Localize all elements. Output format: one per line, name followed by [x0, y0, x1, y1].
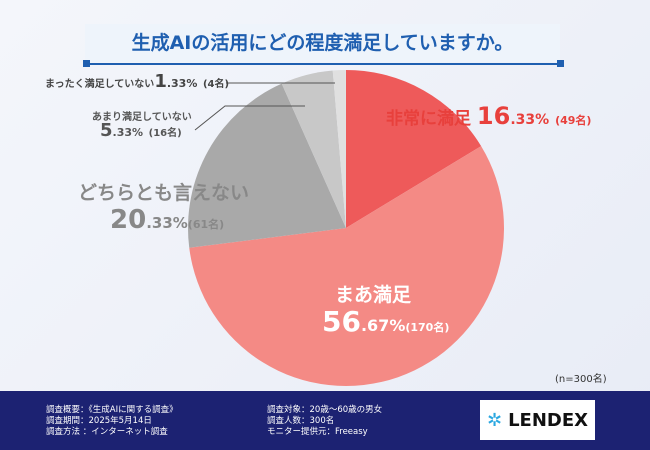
underline-dot [83, 60, 90, 67]
pie-slice-4 [332, 70, 346, 228]
label-s1-name: まあ満足 [335, 284, 412, 306]
label-s2: 20.33%(61名) [110, 205, 225, 235]
pie-slice-2 [188, 83, 346, 248]
underline-dot [557, 60, 564, 67]
title-underline [85, 63, 560, 65]
logo-mark-icon: ✲ [486, 409, 503, 431]
label-s0: 非常に満足 16.33% (49名) [386, 102, 592, 130]
pie-slice-3 [281, 70, 346, 228]
pie-slice-1 [189, 146, 504, 386]
leader-line-s3 [194, 105, 305, 131]
footer-line: 調査方法 ：インターネット調査 [46, 427, 168, 437]
pie-slice-0 [346, 70, 482, 228]
label-s3: 5.33% (16名) [100, 120, 182, 141]
label-s2-name: どちらとも言えない [78, 182, 250, 204]
label-s1: 56.67%(170名) [322, 305, 450, 338]
footer-line: 調査期間：2025年5月14日 [46, 416, 152, 426]
label-s3-name: あまり満足していない [92, 112, 192, 123]
lendex-logo: ✲ LENDEX [480, 400, 595, 440]
footer-line: 調査概要：《生成AIに関する調査》 [46, 405, 178, 415]
footer-line: モニター提供元：Freeasy [267, 427, 368, 437]
chart-title: 生成AIの活用にどの程度満足していますか。 [85, 24, 560, 62]
footer-line: 調査対象：20歳〜60歳の男女 [267, 405, 383, 415]
label-s4: まったく満足していない1.33% (4名) [45, 71, 230, 92]
sample-size-note: (n=300名) [555, 374, 607, 385]
footer-line: 調査人数：300名 [267, 416, 335, 426]
